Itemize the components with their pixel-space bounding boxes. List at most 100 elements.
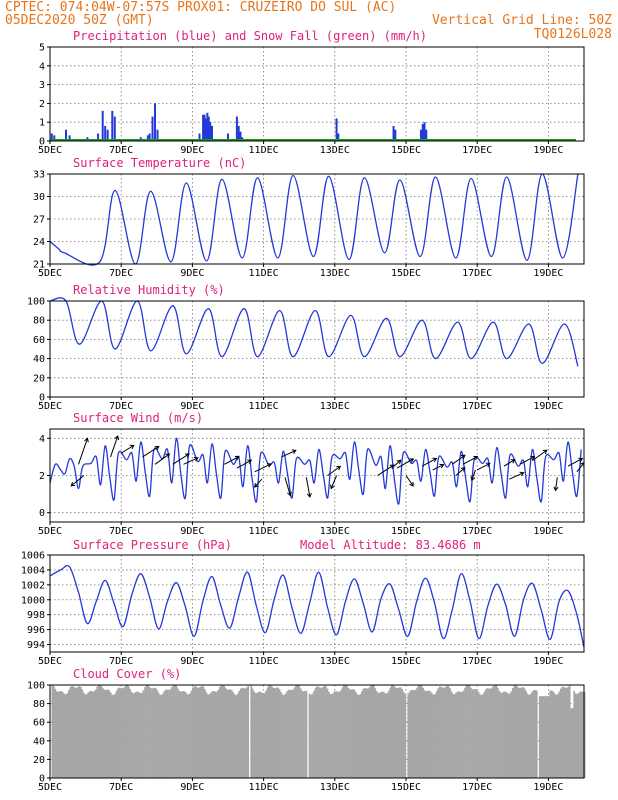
y-tick-label: 20: [33, 373, 45, 384]
x-tick-label: 13DEC: [320, 782, 350, 793]
cloud-bar: [334, 691, 336, 778]
cloud-bar: [141, 692, 143, 778]
cloud-bar: [163, 690, 166, 778]
wind-vector: [509, 472, 524, 480]
wind-vector: [555, 477, 558, 491]
cloud-bar: [344, 685, 347, 778]
cloud-bar: [183, 690, 185, 778]
cloud-bar: [66, 693, 69, 778]
cloud-bar: [479, 694, 481, 778]
cloud-bar: [212, 691, 215, 778]
precip-bar: [423, 122, 426, 141]
cloud-bar: [278, 689, 281, 778]
cloud-bar: [456, 691, 459, 778]
cloud-bar: [230, 690, 233, 778]
cloud-bar: [313, 690, 315, 778]
wind-vector-head: [129, 444, 135, 450]
cloud-bar: [509, 693, 511, 778]
panel-title: Surface Pressure (hPa): [73, 538, 232, 552]
cloud-bar: [402, 691, 405, 778]
x-tick-label: 13DEC: [320, 268, 350, 279]
cloud-bar: [124, 685, 127, 778]
precip-bar: [151, 116, 154, 141]
precip-bar: [227, 133, 229, 141]
cloud-bar: [290, 690, 293, 778]
panel-title: Surface Wind (m/s): [73, 411, 203, 425]
wind-vector: [396, 458, 414, 469]
wind-vector-head: [553, 486, 559, 492]
cloud-bar: [201, 686, 203, 778]
cloud-bar: [346, 685, 348, 778]
y-tick-label: 33: [33, 170, 45, 181]
wind-vector-head: [542, 449, 548, 455]
cloud-bar: [111, 694, 113, 778]
precip-bar: [335, 118, 338, 141]
cloud-bar: [257, 691, 260, 778]
cloud-bar: [67, 690, 70, 778]
cloud-bar: [440, 686, 442, 778]
cloud-bar: [356, 694, 359, 778]
x-tick-label: 13DEC: [320, 656, 350, 667]
cloud-bar: [455, 692, 457, 778]
plot-frame: [49, 428, 585, 523]
cloud-bar: [154, 687, 157, 778]
cloud-bar: [384, 693, 387, 778]
y-tick-label: 20: [33, 755, 45, 766]
cloud-bar: [186, 693, 188, 778]
wind-vector: [305, 477, 311, 497]
cloud-bar: [438, 686, 441, 778]
cloud-bar: [54, 688, 57, 778]
x-tick-label: 7DEC: [109, 526, 133, 537]
cloud-bar: [453, 694, 456, 778]
cloud-bar: [459, 691, 462, 778]
x-tick-label: 19DEC: [533, 782, 563, 793]
cloud-bar: [82, 692, 85, 778]
wind-vector: [284, 477, 291, 496]
y-tick-label: 80: [33, 316, 45, 327]
wind-vector: [254, 463, 272, 473]
cloud-bar: [156, 689, 158, 778]
cloud-bar: [532, 690, 535, 778]
cloud-bar: [372, 685, 375, 778]
cloud-bar: [567, 686, 570, 778]
header-model-code: TQ0126L028: [534, 27, 612, 42]
plot-frame: [49, 300, 585, 398]
cloud-bar: [283, 695, 285, 778]
wind-vector-head: [185, 453, 190, 458]
cloud-bar: [461, 692, 463, 778]
wind-vector-head: [460, 454, 466, 460]
cloud-bar: [390, 685, 393, 778]
wind-vector: [471, 469, 476, 481]
cloud-bar: [87, 692, 90, 778]
cloud-bar: [361, 691, 363, 778]
cloud-bar: [286, 691, 288, 778]
y-tick-label: 0: [39, 508, 45, 519]
x-tick-label: 9DEC: [180, 782, 204, 793]
wind-vector-head: [247, 459, 253, 464]
cloud-bar: [211, 691, 214, 778]
model-altitude: Model Altitude: 83.4686 m: [300, 538, 481, 552]
cloud-bar: [476, 689, 478, 778]
wind-vector: [503, 459, 515, 467]
cloud-bar: [169, 689, 172, 778]
cloud-bar: [145, 685, 148, 778]
cloud-bar: [553, 693, 556, 778]
wind-vector-head: [470, 476, 476, 482]
x-tick-label: 19DEC: [533, 526, 563, 537]
cloud-bar: [259, 691, 262, 778]
precip-bar: [421, 124, 424, 141]
cloud-bar: [552, 691, 555, 778]
cloud-bar: [510, 691, 513, 778]
cloud-bar: [431, 693, 433, 778]
cloud-bar: [160, 694, 163, 778]
cloud-bar: [340, 690, 342, 778]
precip-bar: [104, 125, 107, 141]
precip-bar: [203, 114, 206, 141]
panel-title: Precipitation (blue) and Snow Fall (gree…: [73, 29, 427, 43]
precip-bar: [204, 118, 207, 141]
precip-bar: [148, 133, 151, 141]
precip-bar: [209, 122, 212, 141]
y-tick-label: 2: [39, 471, 45, 482]
x-tick-label: 9DEC: [180, 268, 204, 279]
